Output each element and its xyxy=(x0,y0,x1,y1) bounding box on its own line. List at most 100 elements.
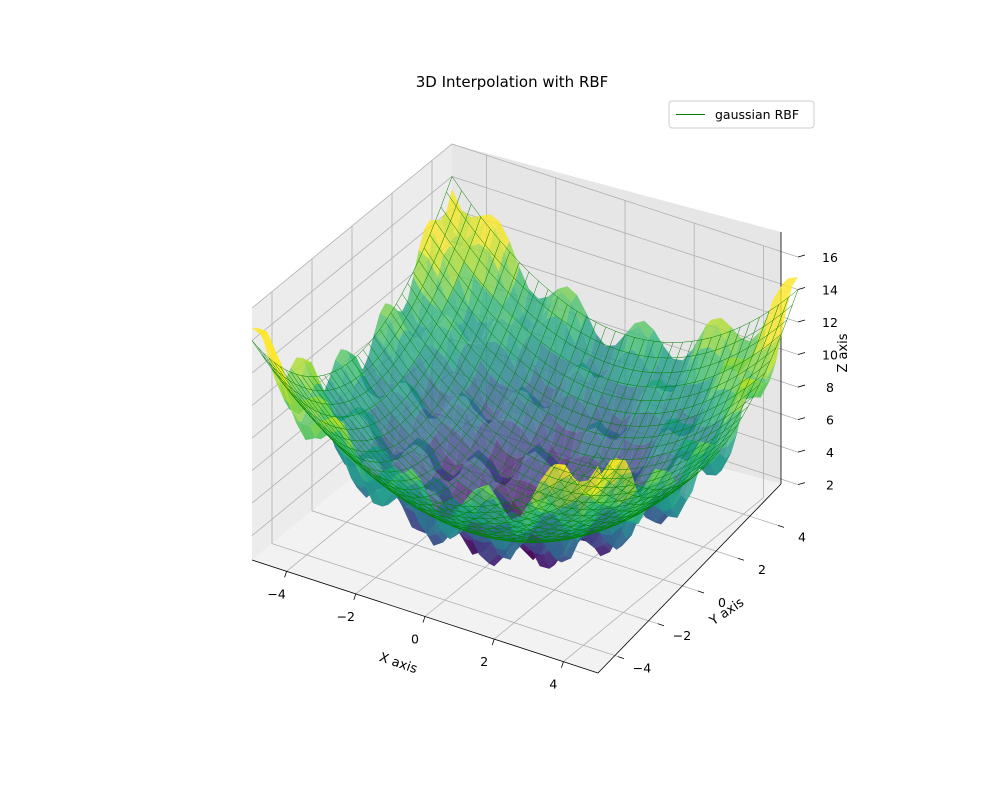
surface-patch xyxy=(390,391,406,425)
surface-patch xyxy=(614,422,631,440)
z-tick-mark xyxy=(797,449,806,453)
surface-patch xyxy=(535,342,551,385)
surface-patch xyxy=(662,509,678,518)
surface-patch xyxy=(276,354,292,395)
surface-patch xyxy=(643,410,659,445)
surface-patch xyxy=(399,329,415,372)
surface-patch xyxy=(648,329,664,364)
surface-patch xyxy=(534,553,550,569)
x-tick-label: 0 xyxy=(411,632,419,647)
surface-patch xyxy=(496,419,512,454)
surface-patch xyxy=(515,428,531,459)
legend-label-gaussian-rbf: gaussian RBF xyxy=(715,107,799,122)
surface-patch xyxy=(449,246,465,277)
surface-patch xyxy=(594,544,610,557)
surface-patch xyxy=(261,331,277,355)
surface-patch xyxy=(547,396,563,423)
surface-patch xyxy=(502,395,518,422)
surface-patch xyxy=(578,362,594,382)
surface-patch xyxy=(501,309,517,326)
x-tick-label: −2 xyxy=(337,609,355,624)
surface-patch xyxy=(710,324,726,357)
surface-patch xyxy=(478,401,495,424)
surface-patch xyxy=(366,412,382,437)
surface-patch xyxy=(418,229,434,259)
surface-patch xyxy=(466,399,482,434)
surface-patch xyxy=(484,214,501,228)
z-tick-mark xyxy=(797,287,806,290)
surface-patch xyxy=(397,450,413,474)
surface-patch xyxy=(386,379,402,395)
surface-patch xyxy=(387,360,404,384)
surface-patch xyxy=(367,486,383,507)
surface-patch xyxy=(450,235,466,249)
surface-patch xyxy=(428,534,444,546)
surface-patch xyxy=(756,344,772,379)
surface-patch xyxy=(594,420,610,442)
surface-patch xyxy=(450,321,466,355)
surface-patch xyxy=(616,535,632,550)
surface-patch xyxy=(619,439,635,472)
surface-patch xyxy=(555,555,572,563)
surface-patch xyxy=(506,421,522,459)
surface-patch xyxy=(701,463,717,476)
surface-patch xyxy=(369,406,385,444)
surface-patch xyxy=(581,498,597,530)
surface-patch xyxy=(634,410,650,445)
surface-patch xyxy=(731,357,747,381)
surface-patch xyxy=(382,493,398,507)
x-tick-label: 4 xyxy=(549,677,557,692)
surface-patch xyxy=(638,320,654,340)
surface-patch xyxy=(710,453,726,476)
surface-patch xyxy=(561,477,577,506)
surface-patch xyxy=(503,387,519,406)
surface-patch xyxy=(660,378,676,390)
surface-patch xyxy=(516,317,532,340)
surface-patch xyxy=(550,537,566,560)
wireframe-line xyxy=(418,260,765,427)
surface-patch xyxy=(499,523,515,551)
surface-patch xyxy=(738,378,754,389)
z-tick-mark xyxy=(797,417,806,420)
z-tick-mark xyxy=(797,384,806,388)
surface-patch xyxy=(491,309,507,327)
surface-patch xyxy=(300,362,316,395)
surface-patch xyxy=(602,379,618,413)
surface-patch xyxy=(487,419,503,440)
surface-patch xyxy=(339,367,355,405)
surface-patch xyxy=(717,413,733,450)
surface-patch xyxy=(359,458,375,483)
surface-patch xyxy=(451,402,467,437)
surface-patch xyxy=(484,374,500,412)
z-tick-label: 14 xyxy=(822,283,838,298)
x-axis-label: X axis xyxy=(377,650,419,677)
surface-patch xyxy=(490,341,506,384)
surface-patch xyxy=(771,306,787,344)
surface-patch xyxy=(417,293,433,329)
surface-patch xyxy=(637,359,653,388)
surface-patch xyxy=(656,488,672,512)
surface-patch xyxy=(387,445,403,461)
surface-patch xyxy=(601,534,617,550)
surface-patch xyxy=(715,317,731,340)
surface-patch xyxy=(675,362,691,386)
surface-patch xyxy=(623,326,639,353)
surface-patch xyxy=(477,287,493,323)
surface-patch xyxy=(413,249,429,294)
surface-patch xyxy=(252,327,268,336)
surface-patch xyxy=(705,317,722,326)
surface-patch xyxy=(476,326,492,345)
surface-patch xyxy=(379,303,395,319)
surface-patch xyxy=(645,378,661,390)
surface-patch xyxy=(552,286,568,301)
surface-patch xyxy=(682,473,698,507)
wireframe-line xyxy=(578,304,780,505)
surface-patch xyxy=(361,412,377,445)
surface-patch xyxy=(498,392,514,417)
surface-patch xyxy=(488,459,504,485)
surface-patch xyxy=(671,418,687,442)
surface-patch xyxy=(512,479,528,512)
surface-patch xyxy=(435,421,452,455)
surface-patch xyxy=(350,353,366,377)
y-axis-label: Y axis xyxy=(706,595,747,629)
